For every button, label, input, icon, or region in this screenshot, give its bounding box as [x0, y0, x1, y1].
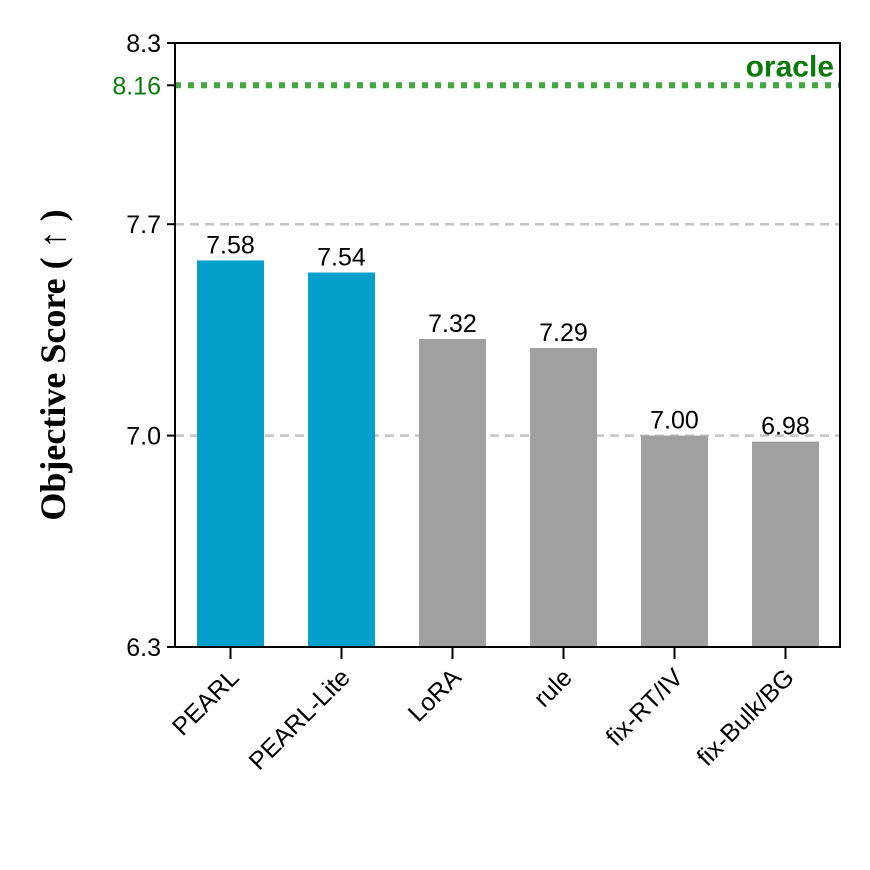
data-label: 7.29	[539, 319, 588, 347]
data-label: 7.00	[650, 407, 699, 435]
y-tick-label: 8.3	[126, 30, 161, 58]
data-label: 7.54	[317, 244, 366, 272]
x-tick-label: fix-Bulk/BG	[692, 663, 800, 771]
oracle-reference: oracle	[175, 50, 840, 89]
data-label: 6.98	[761, 413, 810, 441]
bars	[197, 260, 819, 647]
bar	[308, 272, 375, 647]
x-tick-label: fix-RT/IV	[601, 663, 689, 751]
bar	[419, 338, 486, 647]
y-tick-label: 7.0	[126, 423, 161, 451]
bar	[752, 441, 819, 647]
value-labels: 7.58 7.54 7.32 7.29 7.00 6.98	[206, 231, 810, 440]
oracle-label: oracle	[746, 50, 834, 83]
data-label: 7.32	[428, 310, 477, 338]
x-tick-label: rule	[528, 663, 577, 712]
data-label: 7.58	[206, 231, 255, 259]
plot-frame	[174, 42, 841, 648]
y-axis: 6.3 7.0 7.7 8.3 8.16	[112, 30, 175, 662]
oracle-tick-label: 8.16	[112, 72, 161, 100]
x-tick-label: PEARL	[167, 663, 245, 741]
y-tick-label: 6.3	[126, 634, 161, 662]
y-axis-title: Objective Score ( ↑ )	[33, 209, 73, 520]
bar	[530, 348, 597, 647]
bar	[641, 435, 708, 647]
y-tick-label: 7.7	[126, 211, 161, 239]
x-tick-label: PEARL-Lite	[244, 663, 356, 775]
x-tick-label: LoRA	[403, 663, 467, 727]
bar	[197, 260, 264, 647]
grid-lines	[175, 222, 840, 437]
